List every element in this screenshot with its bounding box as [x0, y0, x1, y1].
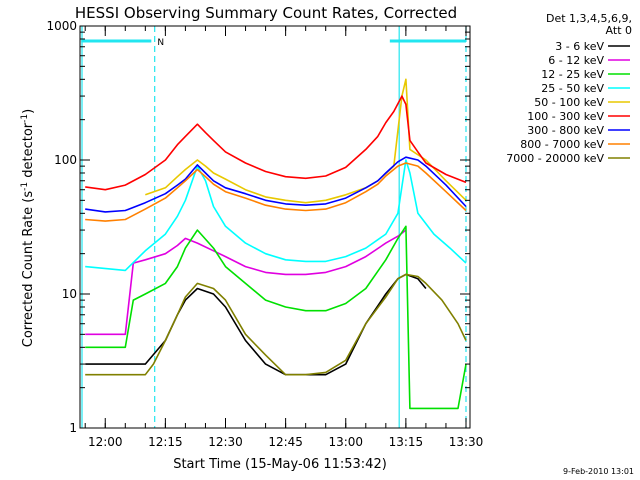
legend-item-label: 50 - 100 keV	[534, 96, 604, 109]
legend-header-line-2: Att 0	[606, 24, 632, 37]
y-tick-label: 100	[54, 153, 77, 167]
tick-layer: 1 10 100 1000 12:00 12:15 12:30 12:45 13:00 13:15…	[46, 19, 483, 449]
legend-item-label: 12 - 25 keV	[541, 68, 604, 81]
y-tick-label: 1	[69, 421, 77, 435]
legend-item-label: 25 - 50 keV	[541, 82, 604, 95]
x-tick-label: 12:30	[208, 435, 243, 449]
x-axis-label: Start Time (15-May-06 11:53:42)	[173, 457, 387, 472]
legend-item-label: 300 - 800 keV	[527, 124, 604, 137]
plot-frame	[79, 25, 471, 429]
series-layer	[85, 78, 467, 410]
legend-item-label: 100 - 300 keV	[527, 110, 604, 123]
y-axis-label-middle: detector	[21, 122, 36, 182]
x-tick-label: 13:30	[449, 435, 484, 449]
series-line-8	[85, 273, 467, 376]
series-line-5	[85, 95, 467, 191]
x-tick-label: 13:15	[389, 435, 424, 449]
chart-title: HESSI Observing Summary Count Rates, Cor…	[75, 4, 457, 22]
series-line-0	[85, 273, 427, 376]
y-axis-label-end: )	[21, 109, 36, 114]
legend-item-label: 3 - 6 keV	[555, 40, 604, 53]
legend-item-label: 800 - 7000 keV	[520, 138, 604, 151]
y-axis-label-exponent-2: -1	[20, 114, 30, 123]
series-line-2	[85, 225, 467, 410]
footer-timestamp: 9-Feb-2010 13:01	[563, 467, 634, 476]
x-tick-label: 12:00	[88, 435, 123, 449]
y-axis-label: Corrected Count Rate (s-1 detector-1)	[20, 109, 36, 347]
x-tick-label: 12:15	[148, 435, 183, 449]
y-tick-label: 1000	[46, 19, 77, 33]
y-tick-label: 10	[62, 287, 77, 301]
x-tick-label: 13:00	[328, 435, 363, 449]
y-axis-label-main: Corrected Count Rate (s	[21, 191, 36, 348]
series-line-1	[85, 229, 407, 336]
y-axis-label-exponent: -1	[20, 182, 30, 191]
legend-item-label: 7000 - 20000 keV	[506, 152, 604, 165]
x-tick-label: 12:45	[268, 435, 303, 449]
marker-n-label: N	[157, 38, 164, 48]
series-line-6	[85, 156, 467, 213]
series-line-7	[85, 162, 467, 222]
legend-header-line-1: Det 1,3,4,5,6,9,	[546, 12, 632, 25]
legend-item-label: 6 - 12 keV	[548, 54, 604, 67]
series-line-3	[85, 159, 467, 272]
series-line-4	[145, 78, 467, 204]
